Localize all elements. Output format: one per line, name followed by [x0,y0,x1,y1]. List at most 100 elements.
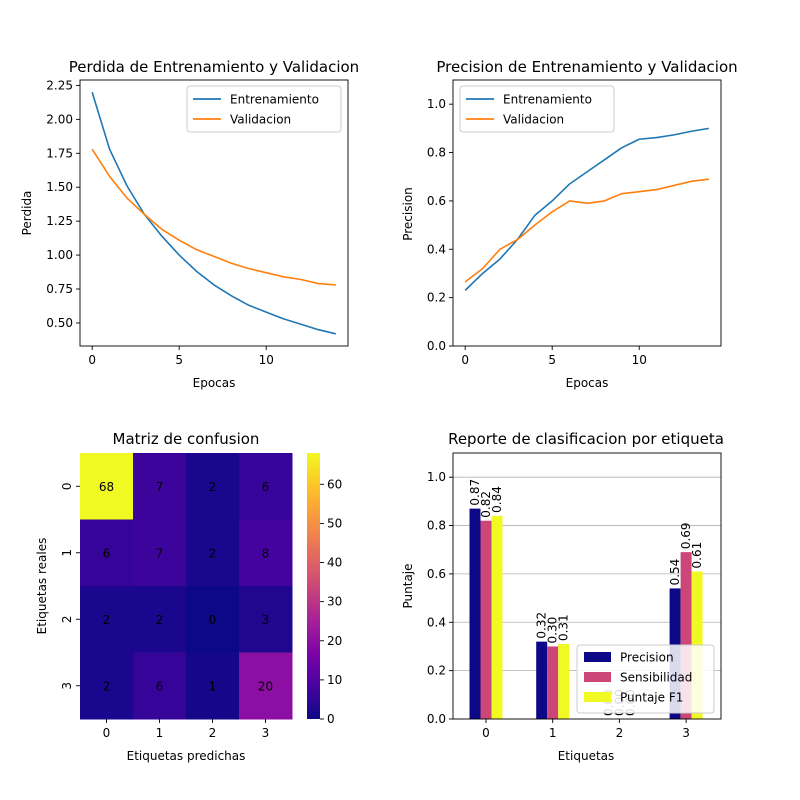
colorbar-tick-label: 10 [327,673,342,687]
loss-chart-xtick-label: 0 [88,353,96,367]
bar-value-label: 0.84 [490,486,504,513]
heatmap-cell [239,652,293,720]
heatmap-cell-label: 6 [103,546,111,560]
heatmap-cell [80,453,134,520]
heatmap-cell-label: 6 [156,679,164,693]
accuracy-chart-xlabel: Epocas [566,376,609,390]
bar [536,641,548,719]
bar [491,515,503,719]
heatmap-cell [186,586,240,653]
heatmap-cell-label: 68 [99,480,114,494]
heatmap-cell [239,453,293,520]
loss-chart-ytick-label: 2.00 [46,112,73,126]
bar-legend-swatch [584,692,611,702]
accuracy-chart-ytick-label: 0.0 [427,339,446,353]
confusion-matrix-xlabel: Etiquetas predichas [127,749,246,763]
accuracy-chart-ytick-label: 0.4 [427,242,446,256]
classification-report-chart: Reporte de clasificacion por etiqueta Et… [401,430,724,763]
classification-report-plot-area: 0.00.20.40.60.81.00.870.820.8400.320.300… [427,452,722,740]
bar-legend-swatch [584,652,611,662]
bar-ytick-label: 0.0 [427,712,446,726]
confusion-matrix: Matriz de confusion Etiquetas predichas … [35,430,342,763]
heatmap-cell-label: 6 [262,480,270,494]
accuracy-chart-ytick-label: 0.8 [427,146,446,160]
accuracy-chart-xtick-label: 5 [548,353,556,367]
loss-chart-plot-area: 0 5 10 0.50 0.75 1.00 1.25 1.50 1.75 2.00 2.25 Entr… [46,78,349,367]
heatmap-ytick-label: 0 [60,482,74,490]
heatmap-cell-label: 2 [103,679,111,693]
bar-value-label: 0.54 [668,559,682,586]
colorbar-tick-label: 0 [327,712,335,726]
accuracy-chart-title: Precision de Entrenamiento y Validacion [436,58,737,76]
accuracy-chart-axes-frame [452,79,722,347]
accuracy-chart-legend-label: Entrenamiento [503,93,592,107]
bar-value-label: 0.32 [535,612,549,639]
loss-chart-xtick-label: 5 [175,353,183,367]
classification-report-ylabel: Puntaje [401,563,415,608]
bar-value-label: 0.82 [479,491,493,518]
loss-chart-legend-box [186,85,342,133]
heatmap-cell-label: 7 [156,546,164,560]
bar-legend-label: Sensibilidad [620,671,692,685]
bar-value-label: 0.31 [557,614,571,641]
accuracy-chart-xtick-label: 0 [461,353,469,367]
bar-legend-label: Puntaje F1 [620,691,683,705]
bar-ytick-label: 0.8 [427,519,446,533]
heatmap-cell [186,652,240,720]
heatmap-cell [133,453,187,520]
bar-xtick-label: 2 [616,726,624,740]
heatmap-cell-label: 2 [209,546,217,560]
classification-report-xlabel: Etiquetas [558,749,615,763]
loss-chart-ytick-label: 1.50 [46,180,73,194]
accuracy-chart-line-1 [464,178,709,283]
loss-chart-ylabel: Perdida [20,191,34,236]
loss-chart-ytick-label: 1.75 [46,146,73,160]
loss-chart-legend-label: Validacion [230,113,291,127]
heatmap-cell [80,519,134,587]
accuracy-chart-xtick-label: 10 [632,353,647,367]
loss-chart-legend-label: Entrenamiento [230,93,319,107]
loss-chart-ytick-label: 0.75 [46,282,73,296]
heatmap-cell [239,586,293,653]
confusion-matrix-title: Matriz de confusion [113,430,260,448]
bar-legend-box [576,644,715,714]
bar-ytick-label: 0.6 [427,567,446,581]
heatmap-xtick-label: 0 [103,726,111,740]
heatmap-ytick-label: 1 [60,549,74,557]
bar-value-label: 0.30 [546,617,560,644]
heatmap-cell [80,652,134,720]
loss-chart-ytick-label: 0.50 [46,316,73,330]
heatmap-cell [133,652,187,720]
bar-xtick-label: 3 [682,726,690,740]
heatmap-xtick-label: 2 [209,726,217,740]
heatmap-cell [80,586,134,653]
colorbar-tick-label: 60 [327,477,342,491]
confusion-matrix-ylabel: Etiquetas reales [35,538,49,635]
heatmap-cell [133,519,187,587]
loss-chart-line-1 [91,148,336,286]
loss-chart-line-0 [91,91,337,335]
heatmap-cell-label: 2 [103,613,111,627]
bar-legend-label: Precision [620,651,674,665]
classification-report-title: Reporte de clasificacion por etiqueta [448,430,724,448]
heatmap-xtick-label: 1 [156,726,164,740]
bar [558,644,570,719]
colorbar-tick-label: 30 [327,595,342,609]
colorbar [307,453,320,719]
heatmap-ytick-label: 2 [60,615,74,623]
bar-value-label: 0.87 [468,479,482,506]
bar-xtick-label: 0 [482,726,490,740]
bar-xtick-label: 1 [549,726,557,740]
heatmap-xtick-label: 3 [262,726,270,740]
loss-chart: Perdida de Entrenamiento y Validacion Ep… [20,58,359,390]
bar [547,646,559,719]
heatmap-cell-label: 2 [156,613,164,627]
bar [480,520,492,719]
loss-chart-xlabel: Epocas [193,376,236,390]
heatmap-cell-label: 7 [156,480,164,494]
heatmap-cell [186,519,240,587]
heatmap-cell [186,453,240,520]
loss-chart-ytick-label: 2.25 [46,78,73,92]
